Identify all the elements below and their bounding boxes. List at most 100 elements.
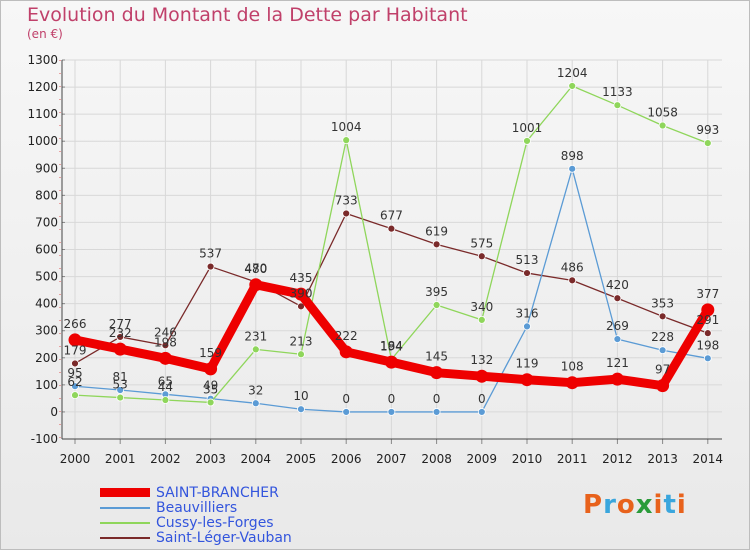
x-tick-label: 2010	[512, 452, 543, 466]
x-tick-label: 2008	[421, 452, 452, 466]
data-label: 353	[651, 296, 674, 310]
data-label: 0	[433, 392, 441, 406]
legend: SAINT-BRANCHER Beauvilliers Cussy-les-Forg…	[100, 484, 292, 546]
data-point	[294, 287, 308, 301]
data-label: 184	[380, 339, 403, 353]
data-label: 159	[199, 346, 222, 360]
data-label: 194	[380, 339, 403, 353]
data-label: 435	[290, 271, 313, 285]
data-point	[703, 329, 712, 338]
data-point	[297, 405, 305, 414]
data-point	[161, 396, 170, 404]
chart-title: Evolution du Montant de la Dette par Hab…	[27, 4, 468, 26]
data-point	[71, 382, 79, 391]
y-axis-ticks: -100 0 100 200 300 400 500 600 700 800 900 1000 1100…	[27, 53, 58, 446]
data-labels: 266 232 198 159 470 435 222 184 145 132 119 108 121 9…	[64, 66, 720, 406]
data-label: 132	[470, 353, 493, 367]
x-tick-label: 2013	[647, 452, 678, 466]
data-label: 993	[696, 123, 719, 137]
legend-swatch	[100, 521, 150, 524]
data-point	[113, 342, 127, 356]
x-tick-label: 2014	[693, 452, 724, 466]
legend-item: Beauvilliers	[100, 499, 292, 516]
data-point	[387, 224, 396, 233]
y-tick-label: 600	[35, 243, 58, 257]
x-tick-label: 2002	[150, 452, 181, 466]
legend-label: SAINT-BRANCHER	[156, 484, 279, 501]
logo-letter: P	[583, 490, 604, 520]
y-tick-label: 1300	[27, 53, 58, 67]
data-label: 95	[67, 366, 82, 380]
legend-swatch	[100, 488, 150, 497]
data-label: 395	[425, 285, 448, 299]
data-label: 35	[203, 382, 218, 396]
data-point	[477, 252, 486, 261]
data-label: 246	[154, 325, 177, 339]
y-tick-label: -100	[31, 432, 58, 446]
x-tick-label: 2012	[602, 452, 633, 466]
y-tick-label: 800	[35, 188, 58, 202]
y-tick-label: 1000	[27, 134, 58, 148]
legend-swatch	[100, 506, 150, 509]
data-label: 10	[293, 389, 308, 403]
data-label: 316	[516, 306, 539, 320]
data-point	[387, 408, 396, 416]
data-label: 121	[606, 356, 629, 370]
data-label: 537	[199, 247, 222, 261]
data-label: 1001	[512, 121, 543, 135]
data-label: 269	[606, 319, 629, 333]
data-point	[158, 351, 172, 365]
data-point	[610, 372, 624, 386]
y-tick-label: 400	[35, 297, 58, 311]
proxiti-logo: Proxiti	[583, 490, 687, 520]
data-point	[116, 393, 125, 402]
data-label: 677	[380, 209, 403, 223]
data-label: 62	[67, 375, 82, 389]
data-label: 513	[516, 253, 539, 267]
x-tick-label: 2006	[331, 452, 362, 466]
data-point	[342, 136, 351, 145]
data-label: 1133	[602, 85, 633, 99]
axes	[59, 59, 722, 444]
data-label: 81	[113, 370, 128, 384]
data-point	[613, 101, 622, 110]
data-label: 266	[64, 317, 87, 331]
data-point	[297, 302, 305, 311]
data-label: 575	[470, 236, 493, 250]
data-point	[703, 139, 712, 148]
data-label: 898	[561, 149, 584, 163]
data-label: 222	[335, 329, 358, 343]
data-label: 53	[113, 378, 128, 392]
data-point	[613, 335, 622, 344]
data-point	[432, 240, 441, 249]
data-point	[161, 341, 170, 350]
legend-item: SAINT-BRANCHER	[100, 484, 292, 501]
y-tick-label: 500	[35, 270, 58, 284]
data-point	[430, 366, 444, 380]
logo-letter: r	[603, 490, 617, 520]
y-tick-label: 900	[35, 161, 58, 175]
x-tick-label: 2003	[195, 452, 226, 466]
logo-letter: t	[663, 490, 677, 520]
x-tick-label: 2001	[105, 452, 136, 466]
data-label: 420	[606, 278, 629, 292]
y-tick-label: 700	[35, 215, 58, 229]
data-point	[206, 262, 215, 271]
data-point	[568, 82, 577, 90]
chart-unit: (en €)	[27, 27, 63, 41]
data-label: 470	[244, 262, 267, 276]
data-label: 198	[696, 338, 719, 352]
data-label: 277	[109, 317, 132, 331]
data-point	[565, 376, 579, 390]
legend-item: Saint-Léger-Vauban	[100, 529, 292, 546]
data-label: 44	[158, 380, 173, 394]
data-point	[71, 359, 79, 368]
legend-label: Beauvilliers	[156, 499, 238, 516]
data-label: 119	[516, 357, 539, 371]
legend-label: Saint-Léger-Vauban	[156, 529, 292, 546]
data-label: 145	[425, 350, 448, 364]
data-label: 49	[203, 379, 218, 393]
legend-swatch	[100, 536, 150, 539]
data-point	[249, 278, 263, 292]
y-tick-label: 300	[35, 324, 58, 338]
